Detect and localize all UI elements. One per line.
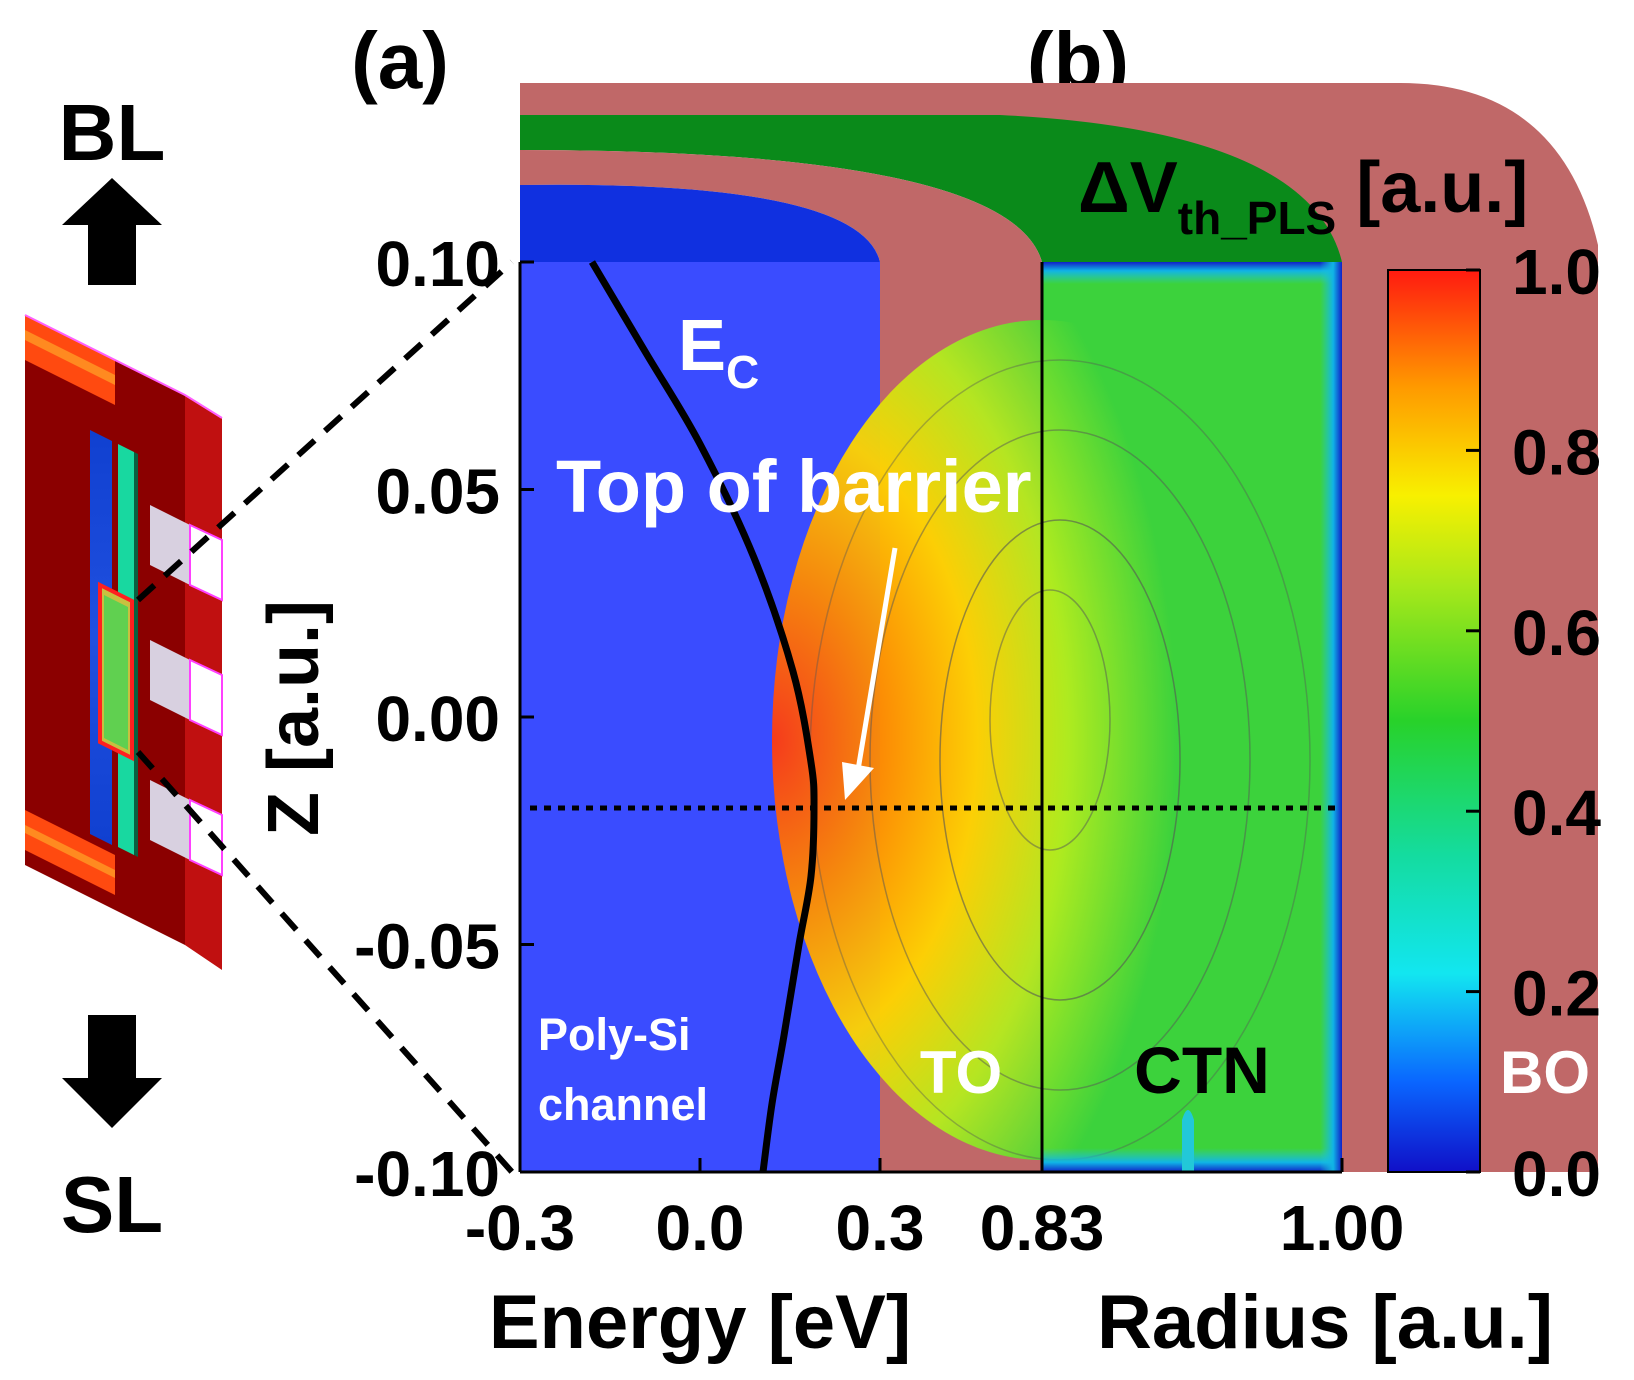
- x-tick-label-a: 0.3: [836, 1192, 925, 1264]
- ec-curve: [588, 260, 818, 1173]
- colorbar-tick-label: 0.4: [1512, 777, 1601, 849]
- device-body: [24, 314, 223, 970]
- colorbar-tick-label: 0.8: [1512, 416, 1601, 488]
- x-axis-label-a: Energy [eV]: [489, 1280, 911, 1365]
- x-tick-label-b: 1.00: [1280, 1192, 1405, 1264]
- down-arrow-icon: [62, 1015, 162, 1128]
- y-tick-label: 0.00: [375, 683, 500, 755]
- zoom-line-top: [135, 259, 515, 603]
- x-tick-label-b: 0.83: [980, 1192, 1105, 1264]
- cap-layers: [520, 83, 1598, 1172]
- x-tick-label-a: 0.0: [656, 1192, 745, 1264]
- colorbar: 0.0 0.2 0.4 0.6 0.8 1.0: [1387, 236, 1601, 1210]
- y-tick-label: 0.05: [375, 456, 500, 528]
- x-axis-label-b: Radius [a.u.]: [1097, 1280, 1553, 1365]
- device-schematic: BL SL: [24, 88, 223, 1249]
- colorbar-tick-label: 0.0: [1512, 1138, 1601, 1210]
- up-arrow-icon: [62, 178, 162, 285]
- annotation-arrow: [842, 547, 898, 800]
- bo-label: BO: [1500, 1039, 1590, 1106]
- panel-label-a: (a): [351, 16, 449, 105]
- y-tick-label: 0.10: [375, 228, 500, 300]
- sl-label: SL: [61, 1160, 163, 1249]
- to-label: TO: [920, 1039, 1002, 1106]
- top-of-barrier-label: Top of barrier: [556, 445, 1032, 528]
- zoom-line-bottom: [135, 750, 515, 1174]
- colorbar-tick-label: 0.2: [1512, 958, 1601, 1030]
- colorbar-title: ΔVth_PLS [a.u.]: [1078, 148, 1528, 244]
- cap-channel: [520, 184, 880, 262]
- channel-label-line1: Poly-Si: [538, 1009, 691, 1060]
- axes: -0.10 -0.05 0.00 0.05 0.10 -0.3 0.0 0.3 0.83 1.0…: [354, 228, 1404, 1264]
- colorbar-tick-label: 0.6: [1512, 597, 1601, 669]
- colorbar-tick-label: 1.0: [1512, 236, 1601, 308]
- x-tick-label-a: -0.3: [465, 1192, 575, 1264]
- ec-label: EC: [678, 306, 759, 398]
- bl-label: BL: [59, 88, 166, 177]
- y-tick-label: -0.10: [354, 1138, 500, 1210]
- ctn-label: CTN: [1134, 1033, 1270, 1107]
- cap-to: [520, 150, 1042, 262]
- cap-bo: [520, 83, 1598, 1172]
- cap-ctn: [520, 115, 1342, 262]
- y-tick-label: -0.05: [354, 911, 500, 983]
- y-axis-label: Z [a.u.]: [254, 600, 334, 836]
- channel-label-line2: channel: [538, 1079, 708, 1130]
